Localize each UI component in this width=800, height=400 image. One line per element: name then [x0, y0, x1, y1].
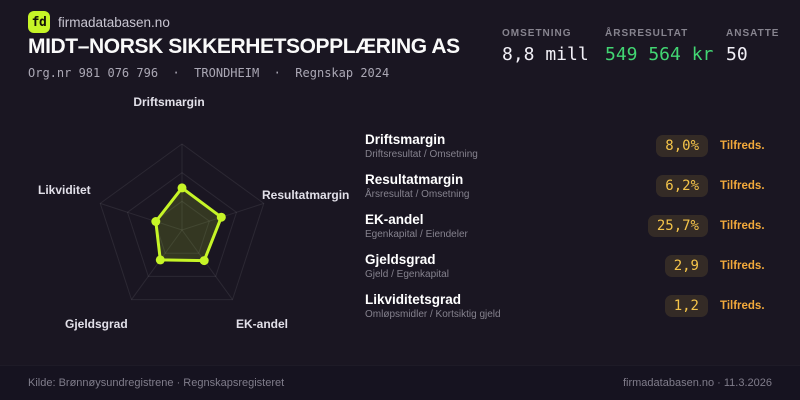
key-stat: ÅRSRESULTAT 549 564 kr [605, 28, 726, 65]
firmadatabasen-logo-icon: fd [28, 11, 50, 33]
metric-status-badge: Tilfreds. [720, 300, 765, 312]
key-stat-label: OMSETNING [502, 28, 572, 39]
metric-row: Gjeldsgrad Gjeld / Egenkapital 2,9 Tilfr… [365, 252, 775, 280]
metric-name: Driftsmargin [365, 132, 446, 147]
key-stats: OMSETNING 8,8 mill ÅRSRESULTAT 549 564 k… [502, 28, 779, 65]
metric-info: Driftsmargin Driftsresultat / Omsetning [365, 132, 478, 160]
brand-name: firmadatabasen.no [58, 14, 170, 30]
metric-info: Likviditetsgrad Omløpsmidler / Kortsikti… [365, 292, 501, 320]
radar-axis-label-resultatmargin: Resultatmargin [262, 188, 350, 202]
metric-value-pill: 6,2% [656, 175, 708, 197]
metric-value-pill: 25,7% [647, 215, 708, 237]
metric-value-pill: 8,0% [656, 135, 708, 157]
radar-axis-label-ek-andel: EK-andel [236, 317, 289, 331]
metrics-panel: Driftsmargin Driftsresultat / Omsetning … [365, 132, 775, 320]
metric-name: Likviditetsgrad [365, 292, 462, 307]
metric-value-pill: 2,9 [664, 255, 708, 277]
metric-status-badge: Tilfreds. [720, 140, 765, 152]
key-stat-value: 549 564 kr [605, 44, 714, 65]
footer-source: Kilde: Brønnøysundregistrene · Regnskaps… [28, 377, 285, 389]
radar-axis-label-driftsmargin: Driftsmargin [133, 95, 205, 109]
metric-value-group: 8,0% Tilfreds. [656, 135, 775, 157]
key-stat-value: 8,8 mill [502, 44, 589, 65]
page-title: MIDT–NORSK SIKKERHETSOPPLÆRING AS [28, 35, 460, 58]
radar-chart [99, 143, 265, 301]
metric-formula: Årsresultat / Omsetning [365, 189, 470, 200]
metric-value-group: 6,2% Tilfreds. [656, 175, 775, 197]
metric-row: Driftsmargin Driftsresultat / Omsetning … [365, 132, 775, 160]
company-subtitle: Org.nr 981 076 796 · TRONDHEIM · Regnska… [28, 66, 390, 80]
metric-formula: Omløpsmidler / Kortsiktig gjeld [365, 309, 501, 320]
metric-formula: Egenkapital / Eiendeler [365, 229, 468, 240]
radar-axis-label-likviditet: Likviditet [38, 183, 91, 197]
metric-name: Resultatmargin [365, 172, 464, 187]
brand: fd firmadatabasen.no [28, 11, 170, 33]
footer-brand-date: firmadatabasen.no · 11.3.2026 [622, 377, 772, 389]
metric-value-pill: 1,2 [664, 295, 708, 317]
metric-row: EK-andel Egenkapital / Eiendeler 25,7% T… [365, 212, 775, 240]
metric-info: EK-andel Egenkapital / Eiendeler [365, 212, 468, 240]
footer: Kilde: Brønnøysundregistrene · Regnskaps… [0, 365, 800, 400]
radar-chart-area: Driftsmargin Resultatmargin EK-andel Gje… [0, 90, 360, 352]
metric-row: Likviditetsgrad Omløpsmidler / Kortsikti… [365, 292, 775, 320]
metric-formula: Gjeld / Egenkapital [365, 269, 449, 280]
metric-value-group: 2,9 Tilfreds. [664, 255, 775, 277]
key-stat-label: ANSATTE [726, 28, 780, 39]
metric-status-badge: Tilfreds. [720, 260, 765, 272]
metric-value-group: 1,2 Tilfreds. [664, 295, 775, 317]
metric-value-group: 25,7% Tilfreds. [647, 215, 775, 237]
metric-status-badge: Tilfreds. [720, 220, 765, 232]
metric-info: Resultatmargin Årsresultat / Omsetning [365, 172, 469, 200]
key-stat-label: ÅRSRESULTAT [605, 28, 689, 39]
metric-row: Resultatmargin Årsresultat / Omsetning 6… [365, 172, 775, 200]
key-stat: OMSETNING 8,8 mill [502, 28, 605, 65]
radar-axis-label-gjeldsgrad: Gjeldsgrad [65, 317, 128, 331]
metric-info: Gjeldsgrad Gjeld / Egenkapital [365, 252, 449, 280]
metric-name: Gjeldsgrad [365, 252, 436, 267]
metric-name: EK-andel [365, 212, 424, 227]
key-stat-value: 50 [726, 44, 748, 65]
metric-formula: Driftsresultat / Omsetning [365, 149, 478, 160]
metric-status-badge: Tilfreds. [720, 180, 765, 192]
key-stat: ANSATTE 50 [726, 28, 779, 65]
